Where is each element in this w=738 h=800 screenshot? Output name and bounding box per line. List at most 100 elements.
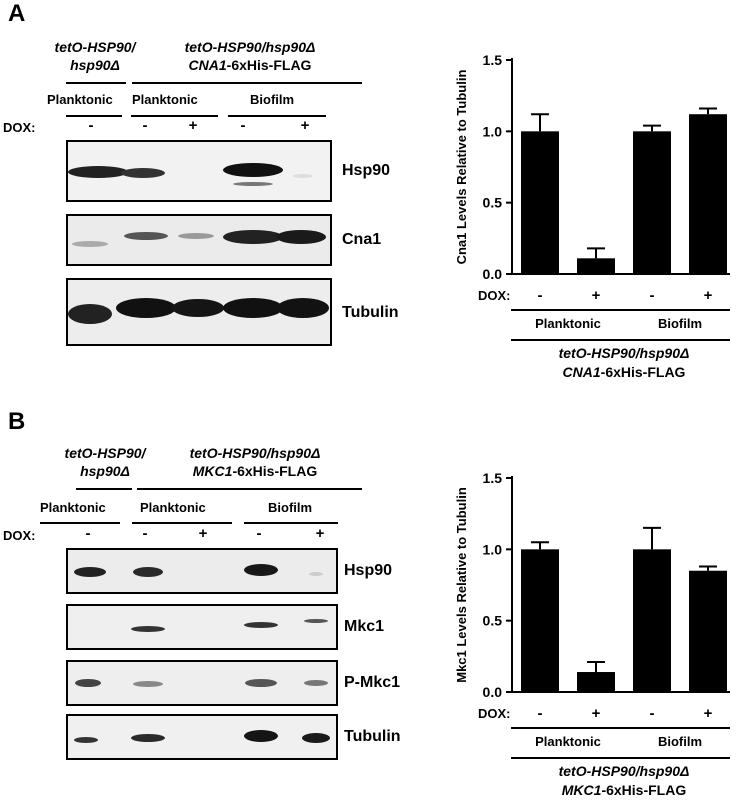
panel-a-header-strain: tetO-HSP90/hsp90Δ CNA1-6xHis-FLAG: [145, 38, 355, 74]
strain-tag: -6xHis-FLAG: [226, 57, 312, 73]
dox-sign-a-1: -: [88, 117, 94, 134]
strain-tag: -6xHis-FLAG: [601, 782, 686, 798]
dox-sign-b-3: +: [198, 525, 208, 542]
dox-sign: -: [650, 705, 655, 722]
strain-gene: MKC1: [192, 463, 233, 479]
strain-label-line2: CNA1-6xHis-FLAG: [563, 364, 686, 380]
blot-a-hsp90: [66, 140, 332, 202]
bar: [521, 131, 559, 274]
header-strain-rule: [132, 82, 362, 84]
group-label: Planktonic: [535, 734, 601, 749]
cond-b-1: Planktonic: [40, 500, 106, 515]
strain-tag: -6xHis-FLAG: [601, 364, 686, 380]
y-tick-label: 1.0: [483, 541, 503, 557]
group-label: Biofilm: [658, 316, 702, 331]
bar: [689, 114, 727, 274]
header-control-line2: hsp90Δ: [80, 463, 130, 479]
blot-label-b-hsp90: Hsp90: [344, 562, 393, 579]
header-strain-rule: [137, 488, 362, 490]
dox-sign: -: [650, 287, 655, 304]
header-control-line1: tetO-HSP90/: [54, 39, 136, 55]
y-axis-label: Mkc1 Levels Relative to Tubulin: [454, 487, 469, 683]
bar: [633, 131, 671, 274]
cond-a-rule-3: [228, 115, 326, 117]
panel-b-letter: B: [8, 408, 26, 435]
cond-b-rule-2: [132, 522, 232, 524]
blot-label-b-pmkc1: P-Mkc1: [344, 674, 401, 691]
blot-label-a-hsp90: Hsp90: [342, 162, 391, 179]
dox-sign-b-5: +: [315, 525, 325, 542]
blot-a-cna1: [66, 214, 332, 266]
blot-label-b-tubulin: Tubulin: [344, 728, 401, 745]
strain-label-line2: MKC1-6xHis-FLAG: [562, 782, 687, 798]
blot-label-a-cna1: Cna1: [342, 231, 382, 248]
panel-b-header-strain: tetO-HSP90/hsp90Δ MKC1-6xHis-FLAG: [150, 444, 360, 480]
header-strain-line1: tetO-HSP90/hsp90Δ: [189, 445, 321, 461]
y-tick-label: 1.5: [483, 52, 503, 68]
blot-a-hsp90-bands: [68, 163, 313, 186]
cond-b-rule-3: [244, 522, 338, 524]
chart-b: Mkc1 Levels Relative to Tubulin 0.0 0.5 1.0…: [454, 470, 730, 798]
header-control-rule: [66, 82, 126, 84]
dox-label: DOX:: [478, 288, 511, 303]
dox-sign: -: [538, 705, 543, 722]
dox-sign-b-4: -: [256, 525, 262, 542]
dox-sign-a-4: -: [240, 117, 246, 134]
cond-b-3: Biofilm: [268, 500, 313, 515]
strain-label-line1: tetO-HSP90/hsp90Δ: [559, 763, 690, 779]
bar: [577, 672, 615, 692]
dox-sign: +: [592, 705, 601, 722]
y-tick-label: 1.5: [483, 470, 503, 486]
panel-a-header-control: tetO-HSP90/ hsp90Δ: [50, 38, 140, 74]
blot-b-pmkc1: [66, 660, 338, 706]
blot-a-tubulin-bands: [68, 298, 329, 324]
cond-a-3: Biofilm: [250, 92, 295, 107]
y-tick-label: 0.0: [483, 684, 503, 700]
y-tick-label: 0.5: [483, 195, 503, 211]
y-tick-label: 0.5: [483, 613, 503, 629]
dox-sign: -: [538, 287, 543, 304]
blot-a-cna1-bands: [72, 230, 326, 247]
blot-b-mkc1-bands: [131, 619, 328, 632]
blot-b-hsp90: [66, 548, 338, 594]
header-control-line2: hsp90Δ: [70, 57, 120, 73]
blot-a-tubulin: [66, 278, 332, 346]
dox-sign-b-1: -: [85, 525, 91, 542]
blot-b-tubulin-bands: [74, 730, 330, 743]
cond-a-1: Planktonic: [47, 92, 113, 107]
strain-tag: -6xHis-FLAG: [232, 463, 318, 479]
strain-gene: CNA1: [188, 57, 227, 73]
cond-b-rule-1: [40, 522, 120, 524]
group-label: Biofilm: [658, 734, 702, 749]
blot-label-a-tubulin: Tubulin: [342, 304, 399, 321]
blot-b-tubulin: [66, 714, 338, 760]
dox-label-b: DOX:: [3, 528, 36, 543]
header-strain-line2: MKC1-6xHis-FLAG: [150, 462, 360, 480]
cond-a-2: Planktonic: [132, 92, 198, 107]
dox-sign-a-5: +: [300, 117, 310, 134]
dox-sign: +: [592, 287, 601, 304]
dox-label-a: DOX:: [3, 120, 36, 135]
bar: [521, 549, 559, 692]
cond-b-2: Planktonic: [140, 500, 206, 515]
blot-b-pmkc1-bands: [75, 679, 328, 687]
header-control-line1: tetO-HSP90/: [64, 445, 146, 461]
header-strain-line1: tetO-HSP90/hsp90Δ: [184, 39, 316, 55]
panel-a-letter: A: [8, 0, 26, 27]
chart-a: Cna1 Levels Relative to Tubulin 0.0 0.5 1.0…: [454, 52, 730, 380]
bar: [689, 570, 727, 692]
group-label: Planktonic: [535, 316, 601, 331]
dox-sign-a-3: +: [188, 117, 198, 134]
dox-sign-a-2: -: [142, 117, 148, 134]
panel-b-header-control: tetO-HSP90/ hsp90Δ: [60, 444, 150, 480]
strain-label-line1: tetO-HSP90/hsp90Δ: [559, 345, 690, 361]
dox-sign: +: [704, 287, 713, 304]
dox-label: DOX:: [478, 706, 511, 721]
strain-gene: MKC1: [562, 782, 602, 798]
strain-gene: CNA1: [563, 364, 601, 380]
blot-b-hsp90-bands: [74, 564, 323, 577]
bar: [633, 549, 671, 692]
dox-sign: +: [704, 705, 713, 722]
y-axis-label: Cna1 Levels Relative to Tubulin: [454, 70, 469, 265]
y-tick-label: 0.0: [483, 266, 503, 282]
